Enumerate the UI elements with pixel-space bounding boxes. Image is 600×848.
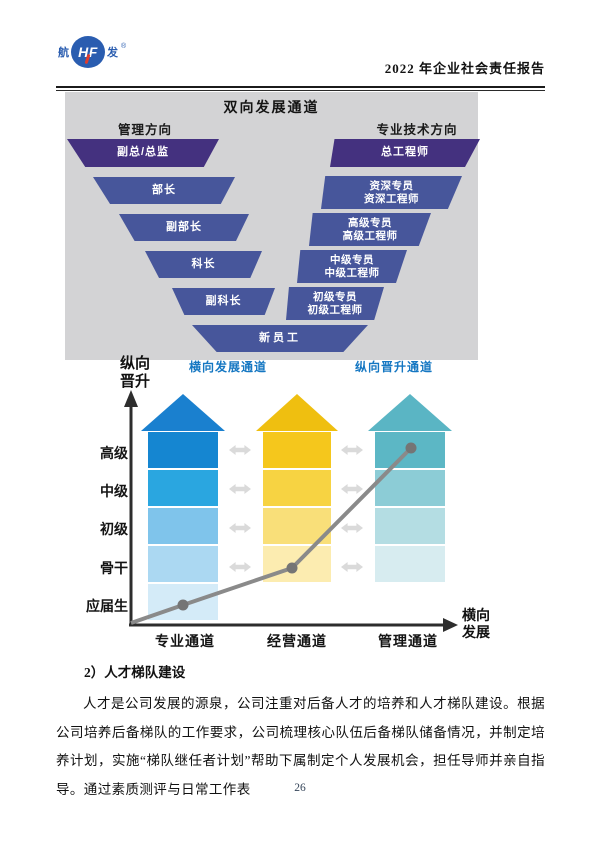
header-divider xyxy=(56,86,545,91)
prof-level-bar: 资深专员 资深工程师 xyxy=(321,176,462,209)
mgmt-level-label: 副总/总监 xyxy=(116,146,170,159)
channel-segment xyxy=(263,546,331,582)
prof-level-bar: 初级专员 初级工程师 xyxy=(286,287,384,320)
y-label-junior: 初级 xyxy=(100,521,128,537)
y-label-graduate: 应届生 xyxy=(86,598,128,614)
swap-arrow-icon xyxy=(341,523,363,533)
swap-arrow-icon xyxy=(229,484,251,494)
mgmt-level-label: 副部长 xyxy=(166,220,202,233)
prof-level-label: 总工程师 xyxy=(381,146,429,159)
horizontal-axis-title-line1: 横向 xyxy=(462,607,490,623)
prof-level-label: 初级工程师 xyxy=(307,303,363,316)
channel-arrow-top xyxy=(256,394,338,431)
mgmt-level-bar: 科长 xyxy=(145,251,262,278)
professional-direction-heading: 专业技术方向 xyxy=(376,123,458,137)
channel-segment xyxy=(148,508,218,544)
page-number: 26 xyxy=(294,782,306,794)
registered-trademark-icon: ® xyxy=(121,42,127,50)
report-title: 2022 年企业社会责任报告 xyxy=(384,61,545,76)
diagram-title: 双向发展通道 xyxy=(223,99,320,115)
mgmt-level-label: 部长 xyxy=(152,183,176,196)
prof-level-label: 初级专员 xyxy=(313,290,357,303)
section-paragraph: 人才是公司发展的源泉，公司注重对后备人才的培养和人才梯队建设。根据公司培养后备梯… xyxy=(56,696,545,797)
swap-arrow-icon xyxy=(229,562,251,572)
legend-horizontal-channel: 横向发展通道 xyxy=(188,360,267,374)
vertical-axis-title-line2: 晋升 xyxy=(119,373,150,390)
swap-arrow-icon xyxy=(341,484,363,494)
logo-monogram: HF xyxy=(78,44,98,60)
prof-level-label: 高级工程师 xyxy=(342,229,398,242)
x-axis-arrowhead-icon xyxy=(443,618,458,632)
swap-arrow-icon xyxy=(229,445,251,455)
channel-segment xyxy=(148,470,218,506)
horizontal-axis-title-line2: 发展 xyxy=(462,624,490,640)
swap-arrow-icon xyxy=(341,445,363,455)
channel-arrow-top xyxy=(368,394,452,431)
prof-level-bar: 中级专员 中级工程师 xyxy=(297,250,407,283)
logo-circle-icon: HF xyxy=(71,36,105,68)
x-label-management-channel: 管理通道 xyxy=(378,633,438,649)
new-employee-bar: 新员工 xyxy=(192,325,368,352)
legend-vertical-channel: 纵向晋升通道 xyxy=(354,360,433,374)
prof-level-bar: 总工程师 xyxy=(330,139,480,167)
section-heading: 2）人才梯队建设 xyxy=(84,665,186,680)
mgmt-level-label: 副科长 xyxy=(205,294,242,307)
management-direction-heading: 管理方向 xyxy=(117,123,172,137)
channel-segment xyxy=(375,470,445,506)
y-label-middle: 中级 xyxy=(100,483,128,499)
channel-segment xyxy=(263,470,331,506)
channel-segment xyxy=(263,432,331,468)
channel-segment xyxy=(148,584,218,620)
logo-left-char: 航 xyxy=(58,47,69,59)
swap-arrow-icon xyxy=(341,562,363,572)
horizontal-axis-title: 横向 发展 xyxy=(462,607,490,641)
mgmt-level-label: 科长 xyxy=(191,257,216,270)
vertical-axis-title-line1: 纵向 xyxy=(119,355,150,372)
prof-level-label: 中级工程师 xyxy=(324,266,380,279)
channel-segment xyxy=(375,508,445,544)
prof-level-label: 资深工程师 xyxy=(364,192,419,205)
mgmt-level-bar: 副科长 xyxy=(172,288,275,315)
mgmt-level-bar: 副部长 xyxy=(119,214,249,241)
channel-segment xyxy=(263,508,331,544)
y-label-senior: 高级 xyxy=(100,445,128,461)
channel-segment xyxy=(375,432,445,468)
dual-channel-diagram: 双向发展通道 管理方向 专业技术方向 副总/总监 部长 副部长 科长 副科长 总… xyxy=(65,92,480,360)
y-label-backbone: 骨干 xyxy=(100,560,128,576)
y-axis-arrowhead-icon xyxy=(124,390,138,407)
x-label-professional-channel: 专业通道 xyxy=(155,633,215,649)
mgmt-level-bar: 部长 xyxy=(93,177,235,204)
vertical-axis-title: 纵向 晋升 xyxy=(108,355,162,391)
prof-level-bar: 高级专员 高级工程师 xyxy=(309,213,431,246)
prof-level-label: 高级专员 xyxy=(348,216,392,229)
prof-level-label: 中级专员 xyxy=(330,253,374,266)
channel-segment xyxy=(375,546,445,582)
channel-segment xyxy=(148,432,218,468)
company-logo: 航 HF 发 ® xyxy=(58,36,126,68)
channel-segment xyxy=(148,546,218,582)
x-label-operations-channel: 经营通道 xyxy=(267,633,327,649)
prof-level-label: 资深专员 xyxy=(369,179,414,192)
new-employee-label: 新员工 xyxy=(259,331,301,344)
swap-arrow-icon xyxy=(229,523,251,533)
logo-right-char: 发 xyxy=(107,47,118,59)
channel-arrow-top xyxy=(141,394,225,431)
mgmt-level-bar: 副总/总监 xyxy=(67,139,219,167)
